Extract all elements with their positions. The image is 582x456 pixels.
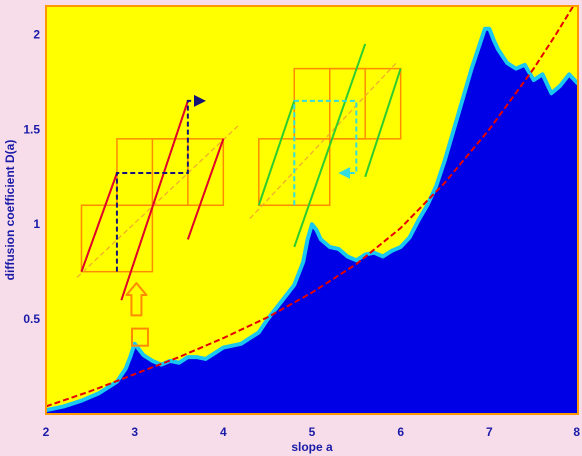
map-branch-line	[293, 43, 367, 248]
x-axis-label: slope a	[291, 440, 333, 454]
y-tick-label: 2	[33, 27, 40, 41]
left-map-inset	[76, 94, 239, 301]
area-fill	[46, 28, 578, 414]
highlight-box	[131, 327, 149, 347]
x-tick-label: 2	[43, 425, 50, 439]
x-tick-label: 4	[220, 425, 227, 439]
right-map-inset	[249, 43, 402, 248]
inset-diagonal	[249, 62, 397, 219]
x-tick-label: 6	[397, 425, 404, 439]
plot-frame	[45, 5, 579, 415]
y-tick-label: 1.5	[23, 122, 40, 136]
x-tick-label: 8	[573, 425, 580, 439]
x-tick-label: 3	[131, 425, 138, 439]
inset-frame-box	[328, 67, 402, 140]
map-branch-line	[186, 138, 225, 240]
map-branch-line	[80, 172, 118, 273]
y-tick-label: 1	[33, 217, 40, 231]
dashed-fit-curve	[46, 6, 575, 408]
map-branch-line	[364, 68, 402, 178]
up-arrow	[125, 282, 148, 317]
x-tick-label: 5	[309, 425, 316, 439]
x-tick-label: 7	[486, 425, 493, 439]
orbit-path	[293, 99, 358, 206]
orbit-path	[115, 94, 206, 272]
map-branch-line	[257, 100, 296, 206]
y-tick-label: 0.5	[23, 312, 40, 326]
y-axis-label: diffusion coefficient D(a)	[3, 140, 17, 281]
map-branch-line	[120, 100, 189, 301]
area-outline	[46, 26, 578, 413]
inset-diagonal	[76, 125, 239, 278]
